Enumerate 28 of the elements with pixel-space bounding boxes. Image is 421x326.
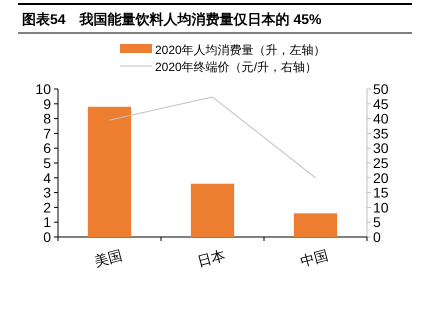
y2-tick-label: 40 bbox=[373, 110, 389, 127]
y-tick-label: 1 bbox=[43, 214, 52, 230]
y2-tick-label: 30 bbox=[373, 140, 389, 156]
y-tick-label: 6 bbox=[43, 140, 52, 156]
y2-tick-label: 45 bbox=[373, 96, 389, 112]
y2-tick-label: 35 bbox=[373, 125, 389, 142]
title: 图表54 我国能量饮料人均消费量仅日本的 45% bbox=[22, 11, 322, 27]
x-tick-label: 中国 bbox=[298, 246, 330, 270]
y-tick-label: 5 bbox=[43, 155, 52, 171]
legend-label: 2020年人均消费量（升，左轴） bbox=[155, 43, 326, 57]
x-tick-label: 日本 bbox=[196, 246, 227, 270]
y2-tick-label: 20 bbox=[373, 170, 389, 186]
y-tick-label: 2 bbox=[43, 199, 52, 216]
y-tick-label: 3 bbox=[43, 184, 52, 201]
y2-tick-label: 5 bbox=[373, 214, 381, 230]
y-tick-label: 0 bbox=[43, 229, 52, 245]
x-tick-label: 美国 bbox=[92, 246, 124, 270]
legend-label: 2020年终端价（元/升，右轴） bbox=[155, 60, 318, 74]
y2-tick-label: 15 bbox=[373, 184, 389, 201]
y-tick-label: 10 bbox=[35, 81, 52, 97]
y-tick-label: 7 bbox=[43, 125, 52, 142]
y-tick-label: 8 bbox=[43, 110, 52, 127]
y2-tick-label: 50 bbox=[373, 81, 389, 97]
y-tick-label: 4 bbox=[43, 170, 52, 186]
y2-tick-label: 10 bbox=[373, 199, 389, 216]
y2-tick-label: 25 bbox=[373, 155, 389, 171]
y-tick-label: 9 bbox=[43, 96, 52, 112]
y2-tick-label: 0 bbox=[373, 229, 381, 245]
